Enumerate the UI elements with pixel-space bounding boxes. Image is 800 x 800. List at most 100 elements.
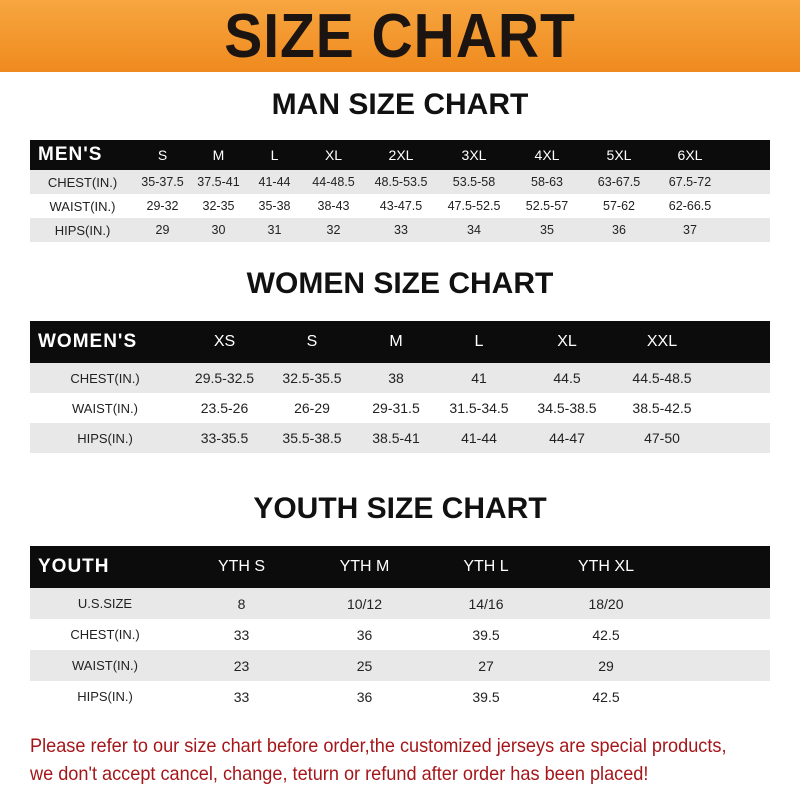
table-cell: 41 — [471, 370, 487, 386]
table-row: WAIST(IN.) 29-32 32-35 35-38 38-43 43-47.5 47.… — [30, 194, 770, 218]
size-header-cell: YTH L — [463, 558, 509, 575]
table-row: CHEST(IN.) 29.5-32.5 32.5-35.5 38 41 44.5 44.5… — [30, 363, 770, 393]
row-label: WAIST(IN.) — [49, 198, 116, 214]
table-cell: 44.5-48.5 — [632, 370, 692, 386]
size-header-cell: YTH XL — [577, 558, 634, 575]
table-header-row: MEN'S S M L XL 2XL 3XL 4XL 5XL 6XL — [30, 140, 770, 170]
size-header-cell: 2XL — [388, 147, 414, 163]
size-header-cell: XXL — [646, 333, 678, 350]
row-label: CHEST(IN.) — [47, 174, 118, 190]
table-cell: 35 — [540, 223, 554, 237]
table-cell: 38 — [388, 370, 404, 386]
table-cell: 44-48.5 — [312, 175, 355, 189]
table-cell: 29.5-32.5 — [194, 370, 255, 386]
table-title-cell: YOUTH — [38, 556, 110, 577]
table-cell: 34 — [467, 223, 481, 237]
table-cell: 18/20 — [588, 595, 624, 612]
size-header-cell: L — [270, 147, 279, 163]
size-header-cell: 6XL — [677, 147, 703, 163]
table-cell: 10/12 — [346, 595, 383, 612]
table-cell: 57-62 — [603, 199, 635, 213]
youth-heading: YOUTH SIZE CHART — [253, 492, 547, 525]
table-cell: 38-43 — [317, 199, 350, 213]
table-cell: 67.5-72 — [668, 175, 712, 189]
row-label: WAIST(IN.) — [72, 400, 138, 416]
size-header-cell: L — [474, 333, 484, 350]
table-cell: 31 — [267, 223, 282, 237]
table-cell: 39.5 — [472, 626, 500, 643]
table-row: CHEST(IN.) 35-37.5 37.5-41 41-44 44-48.5 48.5… — [30, 170, 770, 194]
table-cell: 29 — [155, 223, 170, 237]
size-header-cell: XL — [324, 147, 343, 163]
women-size-table: WOMEN'S XS S M L XL XXL CHEST(IN.) 29.5-32.5 32.5… — [30, 321, 770, 453]
table-cell: 42.5 — [592, 626, 620, 643]
table-row: WAIST(IN.) 23 25 27 29 — [30, 650, 770, 681]
row-label: HIPS(IN.) — [77, 430, 133, 446]
size-header-cell: M — [389, 333, 403, 350]
size-header-cell: 3XL — [461, 147, 487, 163]
table-cell: 14/16 — [468, 595, 504, 612]
men-heading: MAN SIZE CHART — [271, 88, 529, 121]
table-title-cell: MEN'S — [38, 144, 103, 165]
page-title: SIZE CHART — [224, 2, 576, 71]
table-header-row: YOUTH YTH S YTH M YTH L YTH XL — [30, 546, 770, 588]
table-cell: 30 — [211, 223, 226, 237]
row-label: CHEST(IN.) — [70, 627, 140, 642]
men-size-table: MEN'S S M L XL 2XL 3XL 4XL 5XL 6XL CHEST(IN.) 35-37… — [30, 140, 770, 242]
table-cell: 32.5-35.5 — [282, 370, 342, 386]
table-row: HIPS(IN.) 29 30 31 32 33 34 35 36 37 — [30, 218, 770, 242]
women-heading: WOMEN SIZE CHART — [246, 267, 554, 300]
table-cell: 37.5-41 — [197, 175, 240, 189]
size-header-cell: YTH M — [339, 558, 390, 575]
table-cell: 36 — [356, 688, 373, 705]
table-cell: 23.5-26 — [200, 400, 249, 416]
row-label: HIPS(IN.) — [77, 689, 133, 704]
row-label: WAIST(IN.) — [72, 658, 138, 673]
table-title-cell: WOMEN'S — [38, 331, 138, 352]
table-cell: 38.5-41 — [372, 430, 420, 446]
table-cell: 39.5 — [472, 688, 500, 705]
table-cell: 36 — [612, 223, 626, 237]
table-cell: 33-35.5 — [200, 430, 249, 446]
notice-line-2: we don't accept cancel, change, teturn o… — [30, 763, 649, 785]
table-cell: 41-44 — [258, 175, 291, 189]
table-cell: 35.5-38.5 — [282, 430, 342, 446]
table-cell: 36 — [356, 626, 373, 643]
table-cell: 47-50 — [644, 430, 680, 446]
table-cell: 38.5-42.5 — [632, 400, 692, 416]
size-header-cell: YTH S — [217, 558, 266, 575]
size-header-cell: 5XL — [606, 147, 632, 163]
table-cell: 33 — [394, 223, 408, 237]
table-cell: 35-38 — [258, 199, 291, 213]
table-cell: 41-44 — [461, 430, 497, 446]
table-cell: 34.5-38.5 — [537, 400, 597, 416]
table-cell: 26-29 — [294, 400, 330, 416]
table-cell: 25 — [356, 657, 373, 674]
table-cell: 32-35 — [202, 199, 235, 213]
table-cell: 52.5-57 — [525, 199, 569, 213]
order-notice: Please refer to our size chart before or… — [30, 732, 737, 788]
table-cell: 47.5-52.5 — [447, 199, 501, 213]
table-cell: 62-66.5 — [668, 199, 712, 213]
table-cell: 37 — [683, 223, 697, 237]
table-cell: 43-47.5 — [379, 199, 423, 213]
row-label: U.S.SIZE — [77, 596, 133, 611]
table-row: WAIST(IN.) 23.5-26 26-29 29-31.5 31.5-34.5 34… — [30, 393, 770, 423]
table-cell: 33 — [233, 688, 250, 705]
table-cell: 27 — [478, 657, 494, 674]
table-cell: 32 — [326, 223, 341, 237]
notice-line-1: Please refer to our size chart before or… — [30, 735, 727, 757]
table-cell: 29-31.5 — [372, 400, 420, 416]
table-cell: 23 — [233, 657, 250, 674]
table-row: HIPS(IN.) 33-35.5 35.5-38.5 38.5-41 41-44 44-… — [30, 423, 770, 453]
row-label: CHEST(IN.) — [70, 370, 140, 386]
title-banner: SIZE CHART — [0, 0, 800, 72]
size-header-cell: S — [157, 147, 168, 163]
table-header-row: WOMEN'S XS S M L XL XXL — [30, 321, 770, 363]
size-header-cell: 4XL — [534, 147, 560, 163]
table-cell: 31.5-34.5 — [449, 400, 509, 416]
size-header-cell: S — [306, 333, 318, 350]
table-cell: 63-67.5 — [597, 175, 641, 189]
table-cell: 8 — [237, 595, 246, 612]
table-cell: 53.5-58 — [452, 175, 496, 189]
